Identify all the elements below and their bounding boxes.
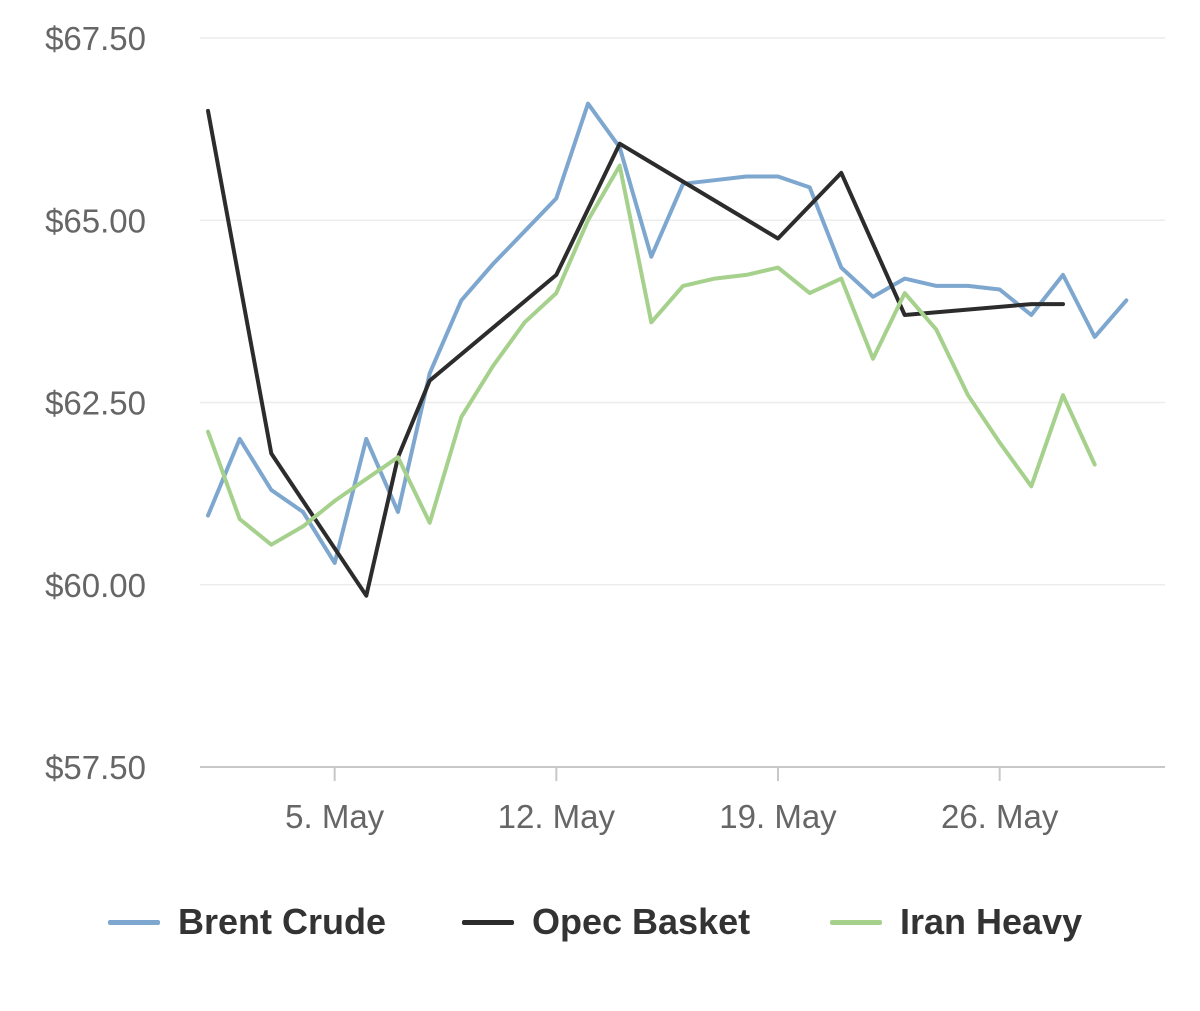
y-tick-label: $65.00 (45, 202, 146, 239)
series-line-brent-crude[interactable] (206, 101, 1129, 565)
series-line-opec-basket[interactable] (206, 108, 1065, 598)
line-chart: $57.50 $60.00 $62.50 $65.00 $67.50 5. May 12.… (45, 20, 1165, 835)
x-tick-label: 26. May (941, 798, 1059, 835)
gridlines (200, 37, 1165, 586)
legend-item-brent-crude[interactable]: Brent Crude (108, 890, 386, 954)
legend-swatch-iran-heavy (830, 919, 882, 925)
legend-item-iran-heavy[interactable]: Iran Heavy (830, 890, 1082, 954)
legend-item-opec-basket[interactable]: Opec Basket (462, 890, 750, 954)
legend-swatch-opec-basket (462, 919, 514, 925)
series-lines (206, 101, 1129, 598)
y-tick-label: $57.50 (45, 749, 146, 786)
x-axis-ticks (333, 767, 1001, 781)
x-axis-labels: 5. May 12. May 19. May 26. May (285, 798, 1059, 835)
y-tick-label: $60.00 (45, 567, 146, 604)
x-tick-label: 5. May (285, 798, 385, 835)
y-tick-label: $62.50 (45, 385, 146, 422)
legend-label: Iran Heavy (900, 901, 1083, 942)
y-axis-labels: $57.50 $60.00 $62.50 $65.00 $67.50 (45, 20, 146, 786)
legend-label: Opec Basket (532, 901, 751, 942)
legend: Brent Crude Opec Basket Iran Heavy (0, 890, 1200, 960)
legend-label: Brent Crude (178, 901, 387, 942)
y-tick-label: $67.50 (45, 20, 146, 57)
x-tick-label: 19. May (719, 798, 837, 835)
x-tick-label: 12. May (498, 798, 616, 835)
legend-swatch-brent-crude (108, 919, 160, 925)
series-line-iran-heavy[interactable] (206, 163, 1097, 547)
